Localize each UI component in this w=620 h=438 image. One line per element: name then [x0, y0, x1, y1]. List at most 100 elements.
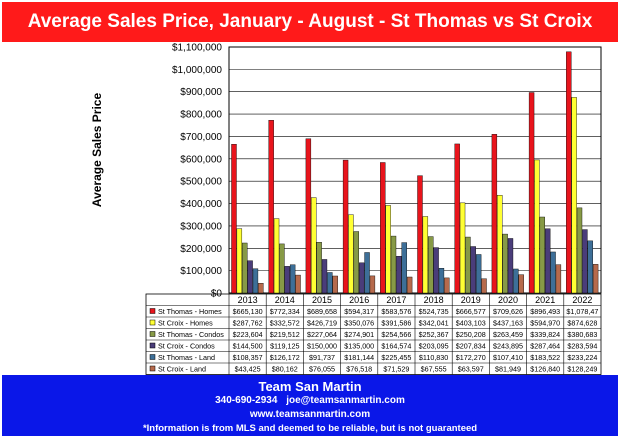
data-label: $437,163	[493, 319, 523, 328]
bar	[305, 138, 312, 294]
data-label: $80,162	[272, 365, 298, 374]
bar	[481, 278, 487, 294]
bar	[273, 218, 280, 294]
bar	[459, 202, 466, 294]
data-label: $183,522	[530, 353, 560, 362]
data-label: $665,130	[233, 307, 263, 316]
x-tick-label: 2022	[572, 295, 592, 305]
data-label: $227,064	[307, 330, 337, 339]
data-label: $91,737	[309, 353, 335, 362]
x-tick-label: 2020	[498, 295, 518, 305]
bar	[507, 238, 514, 294]
y-tick-label: $400,000	[180, 199, 222, 210]
bar	[502, 233, 508, 294]
title-bar: Average Sales Price, January - August - …	[2, 2, 618, 42]
x-tick-label: 2018	[424, 295, 444, 305]
bar	[396, 255, 402, 294]
bar	[491, 134, 498, 294]
x-tick-label: 2021	[535, 295, 555, 305]
legend-key	[149, 365, 156, 372]
legend-key	[149, 319, 156, 326]
bar	[321, 259, 328, 294]
bar	[444, 277, 450, 294]
data-label: $896,493	[530, 307, 560, 316]
bar	[550, 251, 556, 294]
bar	[475, 254, 482, 294]
data-label: $108,357	[233, 353, 263, 362]
bar	[582, 229, 588, 294]
legend-key	[149, 342, 156, 349]
bar	[539, 216, 545, 294]
data-label: $67,555	[421, 365, 447, 374]
bar	[289, 264, 296, 294]
y-tick-label: $200,000	[180, 244, 222, 255]
bar	[327, 272, 333, 294]
data-label: $76,055	[309, 365, 335, 374]
data-label: $164,574	[381, 342, 411, 351]
data-label: $81,949	[495, 365, 521, 374]
bar	[364, 252, 370, 294]
email-link[interactable]: joe@teamsanmartin.com	[286, 395, 405, 406]
bar	[438, 268, 445, 294]
bar	[236, 228, 243, 294]
bar	[342, 159, 349, 294]
data-label: $339,824	[530, 330, 560, 339]
data-label: $287,762	[233, 319, 263, 328]
bar	[406, 276, 413, 294]
y-tick-label: $900,000	[180, 87, 222, 98]
y-tick-label: $100,000	[180, 266, 222, 277]
bar	[417, 175, 423, 294]
bar	[555, 264, 562, 294]
data-label: $150,000	[307, 342, 337, 351]
contact-line: 340-690-2934 joe@teamsanmartin.com	[2, 395, 618, 406]
bar	[566, 51, 572, 294]
data-label: $119,125	[270, 342, 299, 351]
bar	[316, 242, 322, 294]
data-label: $126,840	[530, 365, 560, 374]
y-axis-label: Average Sales Price	[90, 93, 104, 208]
bar	[576, 207, 583, 294]
chart-title: Average Sales Price, January - August - …	[27, 11, 593, 32]
bar	[242, 242, 248, 294]
legend-label: St Thomas - Homes	[158, 307, 222, 316]
bar	[279, 243, 285, 294]
x-tick-label: 2014	[275, 295, 295, 305]
legend-key	[149, 308, 156, 314]
data-label: $207,834	[456, 342, 486, 351]
chart: $0$100,000$200,000$300,000$400,000$500,0…	[90, 43, 602, 375]
y-tick-label: $1,100,000	[172, 43, 222, 54]
bar	[258, 283, 264, 294]
x-tick-label: 2017	[386, 295, 406, 305]
bar	[295, 274, 301, 294]
y-tick-label: $800,000	[180, 110, 222, 121]
data-label: $583,576	[381, 307, 411, 316]
bar	[380, 162, 386, 294]
bar	[422, 216, 429, 294]
bar	[428, 236, 434, 294]
bar	[385, 205, 391, 294]
legend-label: St Croix - Land	[158, 365, 206, 374]
bar	[369, 275, 376, 294]
x-tick-label: 2016	[349, 295, 369, 305]
data-label: $144,500	[233, 342, 263, 351]
bar	[528, 92, 535, 294]
legend-label: St Thomas - Land	[158, 353, 215, 362]
legend-key	[149, 354, 156, 360]
x-tick-label: 2019	[461, 295, 481, 305]
bar	[332, 275, 338, 294]
y-tick-label: $500,000	[180, 177, 222, 188]
bar	[454, 143, 460, 294]
data-label: $43,425	[235, 365, 261, 374]
data-label: $181,144	[344, 353, 374, 362]
bar	[592, 264, 599, 294]
y-tick-label: $1,000,000	[172, 65, 222, 76]
bar	[401, 242, 407, 294]
bar	[587, 240, 593, 294]
data-label: $283,594	[567, 342, 597, 351]
bar	[268, 120, 274, 294]
data-label: $254,566	[381, 330, 411, 339]
data-label: $524,735	[419, 307, 449, 316]
footer: Team San Martin 340-690-2934 joe@teamsan…	[2, 375, 618, 436]
data-label: $594,317	[344, 307, 374, 316]
website-link[interactable]: www.teamsanmartin.com	[249, 409, 371, 420]
